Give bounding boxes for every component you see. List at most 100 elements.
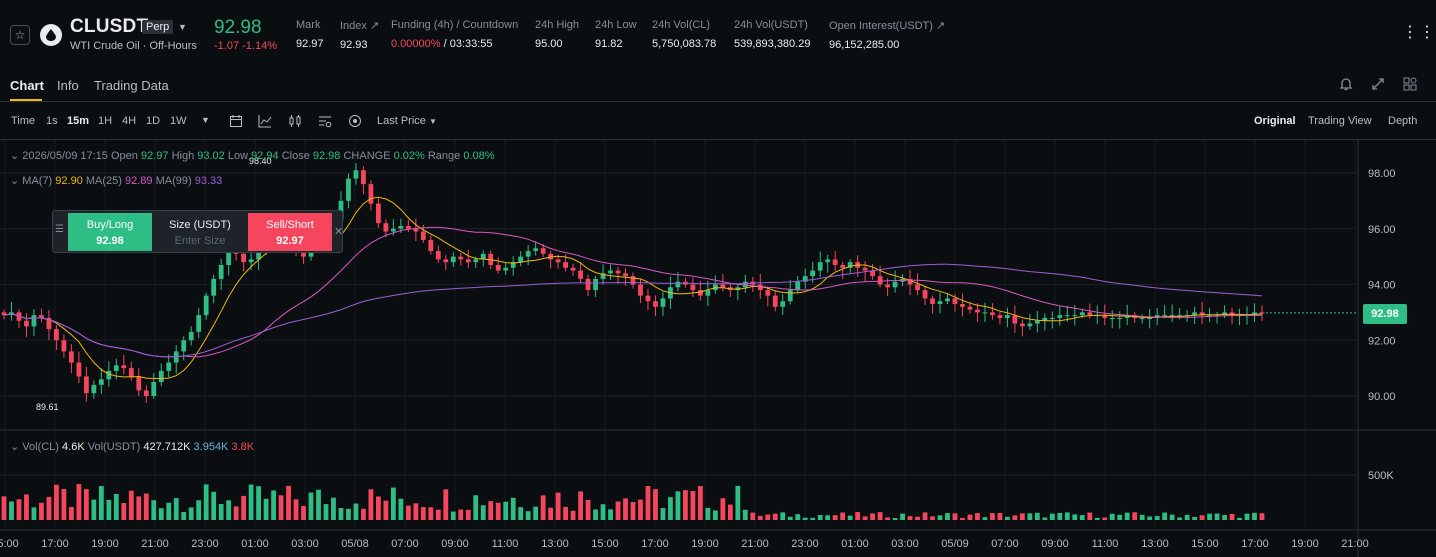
candle-body: [166, 362, 172, 371]
sell-short-button[interactable]: Sell/Short 92.97: [248, 213, 332, 251]
buy-long-button[interactable]: Buy/Long 92.98: [68, 213, 152, 251]
volume-bar: [9, 501, 14, 520]
view-depth[interactable]: Depth: [1388, 115, 1418, 127]
volume-bar: [458, 509, 464, 520]
bell-icon[interactable]: [1338, 76, 1354, 92]
interval-15m[interactable]: 15m: [67, 115, 90, 127]
candle-body: [735, 287, 741, 291]
candle-body: [121, 365, 127, 369]
volume-bar: [450, 511, 456, 520]
volume-bar: [128, 490, 134, 520]
price-tick-label: 92.00: [1368, 335, 1396, 347]
volume-bar: [143, 493, 149, 520]
volume-bar: [46, 496, 52, 520]
time-tick-label: 23:00: [191, 538, 219, 550]
legend-chevron-icon[interactable]: ⌄: [10, 150, 20, 162]
layout-grid-icon[interactable]: [1402, 76, 1418, 92]
stat-value: 5,750,083.78: [652, 38, 717, 50]
candle-body: [1139, 317, 1145, 319]
interval-1s[interactable]: 1s: [46, 115, 58, 127]
volume-bar: [68, 506, 74, 520]
candle-body: [361, 170, 366, 185]
volume-bar: [166, 502, 172, 520]
volume-bar: [503, 501, 509, 520]
ohlc-range: 0.08%: [463, 150, 495, 162]
volume-bar: [772, 513, 778, 520]
candle-body: [975, 309, 980, 313]
candle-body: [907, 278, 913, 285]
volume-bar: [1222, 514, 1227, 520]
volume-bar: [1, 496, 7, 520]
price-source-select[interactable]: Last Price ▼: [377, 115, 437, 127]
candle-body: [697, 290, 703, 296]
time-tick-label: 01:00: [241, 538, 269, 550]
candle-body: [98, 379, 104, 385]
candle-body: [570, 267, 576, 271]
volume-bar: [937, 515, 943, 520]
chart-axes: 98.00 96.00 94.00 92.00 90.00 500K 15:00 17:00 1…: [0, 156, 1396, 550]
time-label[interactable]: Time: [11, 115, 36, 127]
ma99-line: [3, 263, 1263, 358]
volume-bar: [113, 493, 119, 520]
volume-bar: [593, 509, 598, 520]
indicator-icon[interactable]: [258, 114, 272, 128]
volume-bar: [211, 491, 217, 520]
symbol-dropdown-chevron-icon[interactable]: ▼: [178, 22, 187, 32]
volume-bar: [271, 490, 276, 520]
candle-body: [945, 298, 950, 302]
candlestick-chart[interactable]: 98.00 96.00 94.00 92.00 90.00 500K 15:00 17:00 1…: [0, 140, 1436, 557]
candle-body: [563, 262, 569, 268]
candle-body: [960, 304, 965, 307]
legend-chevron-icon[interactable]: ⌄: [10, 441, 20, 453]
legend-chevron-icon[interactable]: ⌄: [10, 175, 20, 187]
volume-bar: [795, 514, 801, 520]
chart-area[interactable]: 98.00 96.00 94.00 92.00 90.00 500K 15:00 17:00 1…: [0, 140, 1436, 557]
volume-bar: [1162, 512, 1168, 520]
time-tick-label: 05/09: [941, 538, 969, 550]
interval-4h[interactable]: 4H: [122, 115, 137, 127]
time-tick-label: 09:00: [441, 538, 469, 550]
close-icon[interactable]: ✕: [334, 226, 344, 238]
time-tick-label: 11:00: [492, 538, 519, 550]
candle-body: [68, 351, 74, 363]
volume-bar: [308, 492, 314, 520]
favorite-star-icon[interactable]: ☆: [10, 25, 30, 45]
candle-body: [188, 331, 194, 341]
drag-handle-icon[interactable]: ☰: [55, 224, 64, 235]
stat-open-interest[interactable]: Open Interest(USDT) ↗ 96,152,285.00: [829, 19, 945, 51]
view-trading-view[interactable]: Trading View: [1308, 115, 1372, 127]
volume-bar: [990, 513, 995, 520]
chart-settings-icon[interactable]: [318, 114, 332, 128]
candle-body: [1117, 317, 1123, 319]
size-input[interactable]: Size (USDT) Enter Size: [154, 213, 246, 251]
ohlc-close: 92.98: [312, 150, 341, 162]
volume-bar: [383, 500, 389, 520]
calendar-icon[interactable]: [229, 114, 243, 128]
interval-1h[interactable]: 1H: [98, 115, 113, 127]
candle-body: [585, 278, 591, 291]
stat-index[interactable]: Index ↗ 92.93: [340, 19, 379, 51]
volume-bar: [1169, 514, 1175, 520]
tab-chart[interactable]: Chart: [10, 78, 44, 93]
expand-icon[interactable]: [1370, 76, 1386, 92]
tab-info[interactable]: Info: [57, 78, 79, 93]
view-original[interactable]: Original: [1254, 115, 1296, 127]
candle-body: [1169, 315, 1175, 317]
symbol-name[interactable]: CLUSDT: [70, 16, 149, 37]
ma25-line: [3, 226, 1263, 358]
candle-body: [1102, 315, 1108, 318]
candle-body: [1, 312, 7, 316]
target-icon[interactable]: [348, 114, 362, 128]
tab-trading-data[interactable]: Trading Data: [94, 78, 169, 93]
interval-1d[interactable]: 1D: [146, 115, 161, 127]
volume-bar: [555, 492, 561, 520]
candle-body: [91, 384, 97, 394]
candle-type-icon[interactable]: [288, 114, 302, 128]
interval-1w[interactable]: 1W: [170, 115, 187, 127]
more-menu-icon[interactable]: ⋮⋮: [1402, 24, 1436, 41]
interval-more-chevron-icon[interactable]: ▼: [201, 115, 210, 125]
current-price-tag: 92.98: [1363, 304, 1407, 324]
volume-bar: [435, 509, 441, 520]
stat-value: 91.82: [595, 38, 623, 50]
volume-bar: [1049, 513, 1055, 520]
